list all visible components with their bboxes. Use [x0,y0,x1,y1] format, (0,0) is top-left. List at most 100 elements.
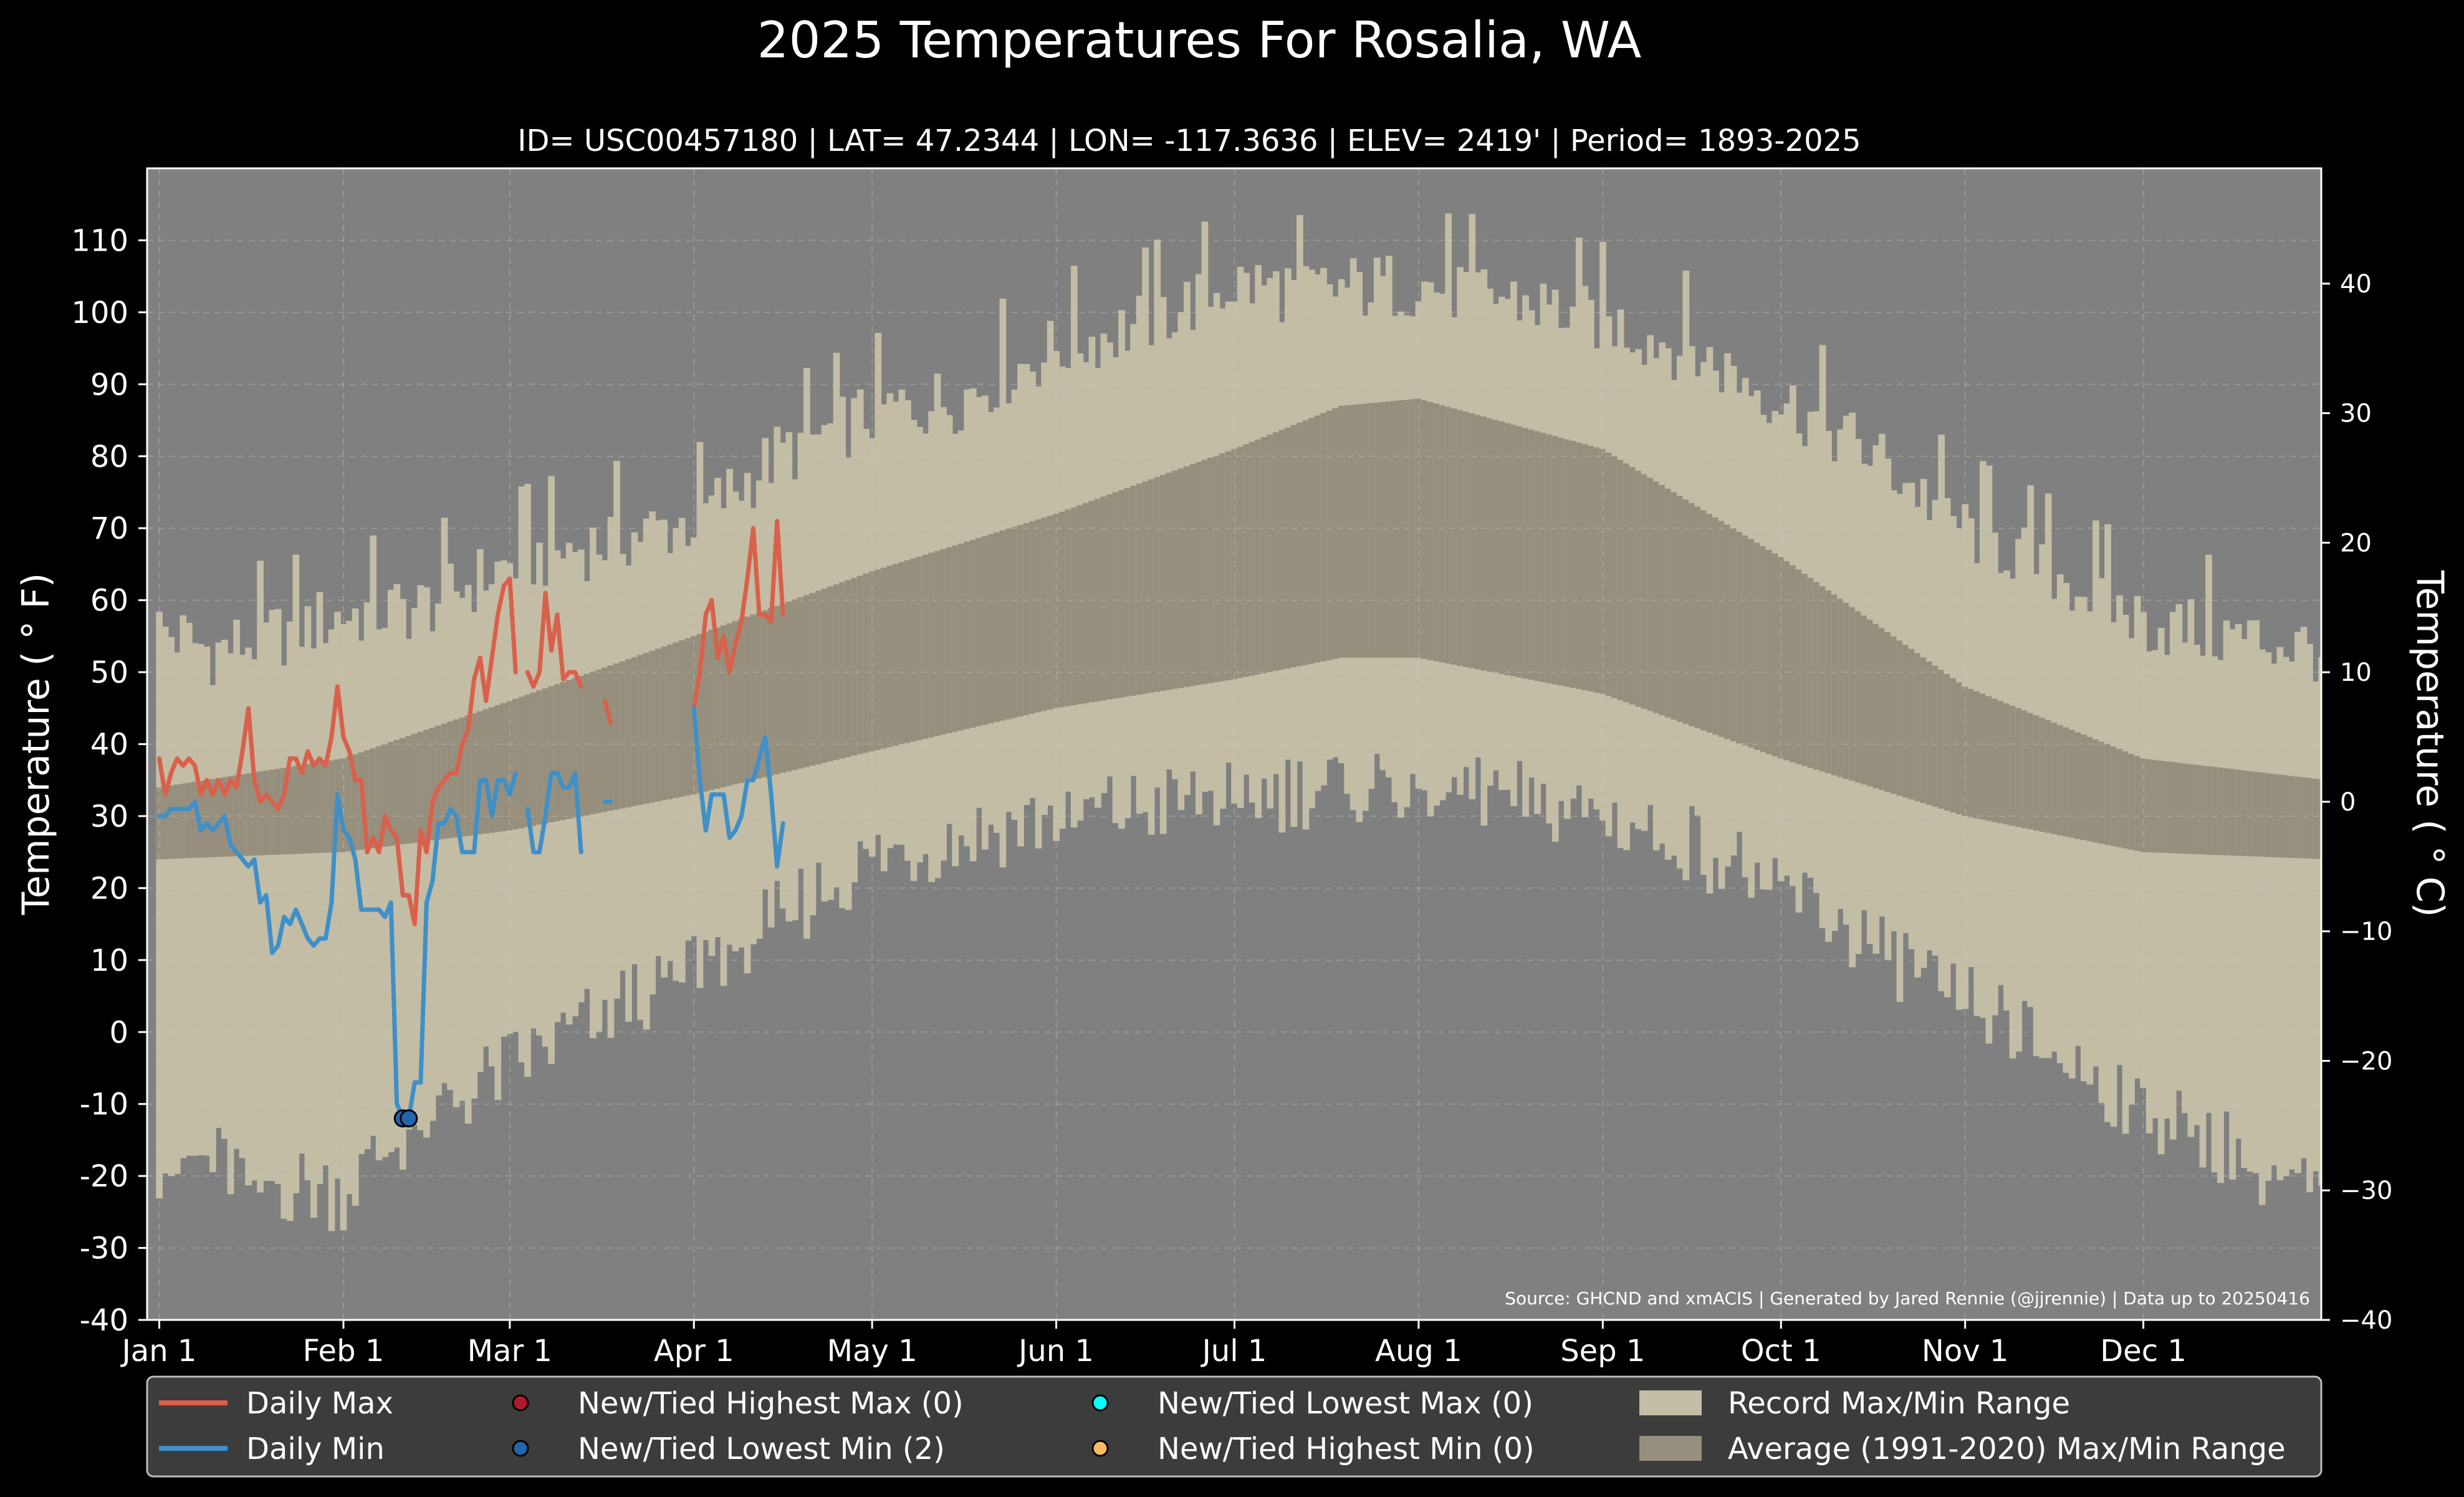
normal-range-bar [1136,483,1143,695]
normal-range-bar [1474,415,1482,670]
normal-range-bar [726,623,733,786]
y2-tick-label: 10 [2340,658,2372,687]
record-range-bar [2318,657,2321,1186]
normal-range-bar [946,547,953,733]
normal-range-bar [1992,698,1998,822]
normal-range-bar [2063,727,2070,837]
x-tick-label: Jan 1 [120,1334,197,1369]
normal-range-bar [2033,715,2040,831]
record-range-bar [2312,681,2319,1172]
normal-range-bar [589,671,597,814]
normal-range-bar [791,599,798,771]
normal-range-bar [447,721,454,839]
normal-range-bar [2021,710,2028,829]
normal-range-bar [1664,488,1672,718]
normal-range-bar [1070,507,1078,706]
daily-max-line [602,698,613,725]
normal-range-bar [1409,399,1416,658]
normal-range-bar [1790,565,1796,763]
daily-max-line [157,576,518,927]
normal-range-bar [286,766,294,855]
normal-range-bar [1635,470,1642,707]
normal-range-bar [2193,764,2200,855]
normal-range-bar [2051,722,2058,834]
normal-range-bar [1035,519,1042,713]
record-range-bar [453,591,460,1107]
daily-min-line [525,771,583,855]
normal-range-bar [714,627,721,789]
normal-range-bar [1950,678,1957,812]
normal-range-bar [292,766,300,854]
normal-range-bar [2027,713,2034,830]
normal-range-bar [1486,418,1493,672]
normal-range-bar [708,629,716,791]
normal-range-bar [2116,749,2123,847]
normal-range-bar [1112,492,1119,699]
record-range-bar [233,619,240,1149]
source-note: Source: GHCND and xmACIS | Generated by … [1505,1288,2310,1309]
normal-range-bar [803,595,810,768]
normal-range-bar [1522,428,1529,679]
record-range-bar [2086,611,2094,1085]
normal-range-bar [1231,449,1238,680]
record-range-bar [375,629,383,1161]
normal-range-bar [851,577,858,756]
record-range-bar [2265,652,2272,1181]
normal-range-bar [1469,413,1476,668]
normal-range-bar [1492,420,1500,673]
normal-range-bar [1082,503,1090,704]
record-range-bar [180,615,187,1158]
normal-range-bar [856,575,864,754]
record-range-bar [411,608,418,1125]
normal-range-bar [1088,501,1096,703]
normal-range-bar [1278,430,1286,670]
legend-label: New/Tied Highest Min (0) [1158,1432,1535,1466]
record-range-bar [2211,656,2218,1173]
normal-range-bar [197,781,204,858]
normal-range-bar [910,558,918,742]
normal-range-bar [1570,441,1577,688]
normal-range-bar [1219,453,1226,681]
x-tick-label: Mar 1 [467,1334,552,1369]
normal-range-bar [346,756,353,852]
normal-range-bar [1955,682,1963,814]
normal-range-bar [767,608,775,776]
normal-range-bar [1457,410,1464,667]
normal-range-bar [1356,404,1363,658]
y2-tick-label: 40 [2340,270,2372,299]
legend-label: Record Max/Min Range [1728,1386,2070,1421]
normal-range-bar [1753,542,1761,750]
normal-range-bar [1171,470,1179,689]
record-range-bar [381,627,389,1157]
chart-subtitle: ID= USC00457180 | LAT= 47.2344 | LON= -1… [517,123,1861,158]
normal-range-bar [2098,741,2106,844]
normal-range-bar [1397,400,1404,658]
normal-range-bar [1017,524,1024,717]
normal-range-bar [2288,776,2296,858]
normal-range-bar [1652,481,1660,713]
normal-range-bar [2081,734,2088,840]
normal-range-bar [898,562,906,744]
normal-range-bar [2318,779,2321,859]
normal-range-bar [310,763,317,854]
normal-range-bar [2294,776,2301,859]
record-range-bar [471,612,478,1099]
normal-range-bar [2265,773,2272,857]
normal-range-bar [1225,451,1232,681]
normal-range-bar [2074,732,2082,839]
left-y-ticks: -40 -30 -20 -10 0 10 20 30 40 50 60 70 80 90 100 110 [71,223,147,1338]
record-range-bar [352,608,359,1206]
record-range-bar [274,609,282,1184]
normal-range-bar [1058,511,1066,708]
record-range-bar [2193,644,2200,1125]
y2-tick-label: −10 [2340,918,2392,946]
normal-range-bar [678,640,686,797]
record-range-bar [423,587,430,1138]
normal-range-bar [1807,577,1814,768]
y-tick-label: 90 [90,367,128,402]
normal-range-bar [904,560,911,743]
normal-range-bar [1891,636,1897,794]
normal-range-bar [2128,753,2135,850]
legend-label: Daily Max [246,1386,393,1421]
normal-range-bar [245,773,252,856]
